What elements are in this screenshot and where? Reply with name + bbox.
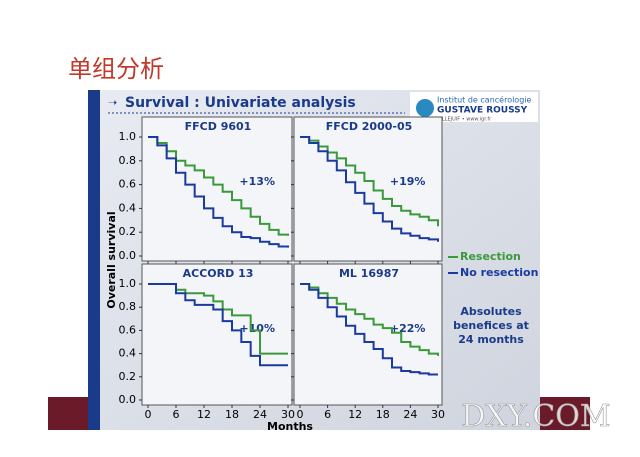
survival-curve [300, 283, 439, 356]
x-tick-label: 6 [173, 408, 180, 421]
y-tick-label: 0.6 [119, 323, 137, 336]
logo-icon [416, 99, 434, 117]
survival-curve [148, 136, 289, 248]
panel [141, 116, 293, 262]
x-tick-label: 30 [281, 408, 295, 421]
survival-curve [300, 283, 438, 376]
survival-curve [300, 136, 439, 227]
x-tick-label: 0 [145, 408, 152, 421]
chart-title: FFCD 9601 [185, 120, 252, 133]
x-tick-label: 18 [225, 408, 239, 421]
slide-title: 单组分析 [68, 55, 164, 83]
x-tick-label: 18 [376, 408, 390, 421]
note: 24 months [458, 333, 524, 346]
y-tick-label: 1.0 [119, 130, 137, 143]
y-axis-label: Overall survival [105, 211, 118, 308]
x-tick-label: 12 [348, 408, 362, 421]
x-tick-label: 24 [403, 408, 417, 421]
chart-title: ACCORD 13 [183, 267, 254, 280]
survival-curve [148, 136, 289, 236]
annotation: +19% [390, 175, 426, 188]
y-tick-label: 0.2 [119, 225, 137, 238]
arrow: ➝ [108, 96, 117, 109]
survival-curve [300, 136, 439, 242]
chart-title: FFCD 2000-05 [326, 120, 413, 133]
side-bar [88, 90, 100, 430]
annotation: +10% [239, 322, 275, 335]
y-tick-label: 0.4 [119, 347, 137, 360]
header: Survival : Univariate analysis [125, 95, 356, 111]
y-tick-label: 1.0 [119, 277, 137, 290]
y-tick-label: 0.8 [119, 154, 137, 167]
y-tick-label: 0.4 [119, 201, 137, 214]
logo-text: VILLEJUIF • www.igr.fr [437, 117, 492, 123]
y-tick-label: 0.0 [119, 249, 137, 262]
y-tick-label: 0.8 [119, 300, 137, 313]
note: Absolutes [460, 305, 522, 318]
panel [293, 116, 443, 262]
x-tick-label: 24 [253, 408, 267, 421]
y-tick-label: 0.2 [119, 370, 137, 383]
legend-label: No resection [460, 266, 538, 279]
x-tick-label: 12 [197, 408, 211, 421]
watermark: DXY.COM [461, 399, 610, 434]
logo-text: Institut de cancérologie [437, 95, 532, 105]
x-tick-label: 30 [431, 408, 445, 421]
annotation: +13% [239, 175, 275, 188]
y-tick-label: 0.6 [119, 178, 137, 191]
logo-text: GUSTAVE ROUSSY [437, 106, 528, 116]
panel [141, 263, 293, 406]
y-tick-label: 0.0 [119, 393, 137, 406]
note: benefices at [453, 319, 529, 332]
legend-label: Resection [460, 250, 521, 263]
chart-title: ML 16987 [339, 267, 399, 280]
x-tick-label: 0 [297, 408, 304, 421]
x-axis-label: Months [267, 420, 313, 433]
x-tick-label: 6 [324, 408, 331, 421]
survival-curve [148, 283, 288, 367]
